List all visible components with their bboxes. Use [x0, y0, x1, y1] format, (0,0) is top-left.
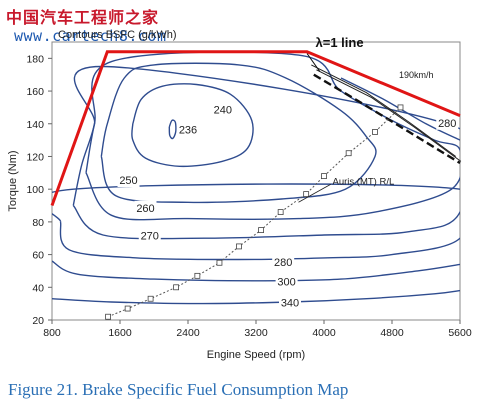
contour-label-bg-250 — [117, 173, 140, 187]
plot-frame — [51, 41, 461, 321]
contour-label-bg-300 — [275, 274, 298, 289]
figure-caption: Figure 21. Brake Specific Fuel Consumpti… — [8, 380, 349, 399]
x-tick-label-3200: 3200 — [244, 327, 268, 339]
road-load-point-3 — [173, 284, 180, 291]
y-axis-label: Torque (Nm) — [7, 150, 19, 211]
contour-label-bg-240 — [211, 102, 234, 117]
road-load-point-12 — [372, 129, 378, 135]
x-tick-label-5600: 5600 — [448, 327, 472, 339]
contour-label-280: 280 — [438, 118, 456, 130]
contour-270 — [72, 65, 460, 240]
y-tick-label-20: 20 — [32, 315, 44, 327]
x-tick-label-4000: 4000 — [312, 327, 336, 339]
contour-label-bg-236 — [177, 122, 199, 137]
speed-line-190-secondary — [316, 69, 462, 162]
contour-label-250: 250 — [119, 175, 137, 187]
x-tick-label-4800: 4800 — [380, 327, 404, 339]
x-axis-label: Engine Speed (rpm) — [207, 349, 305, 361]
chart-title: Contours BSFC (g/kWh) — [58, 29, 177, 41]
y-tick-label-80: 80 — [32, 217, 44, 229]
contour-label-bg-260 — [134, 200, 157, 215]
contour-label-bg-280 — [436, 115, 459, 130]
y-tick-label-160: 160 — [26, 86, 44, 98]
y-tick-label-120: 120 — [26, 151, 44, 163]
contour-label-340: 340 — [281, 298, 299, 310]
road-load-point-0 — [105, 313, 111, 320]
lambda-line — [313, 73, 461, 165]
road-load-point-4 — [194, 272, 201, 279]
road-load-label: Auris (MT) R/L — [333, 176, 395, 187]
contour-label-240: 240 — [214, 105, 232, 117]
road-load-line — [107, 107, 401, 318]
speed-line-label: 190km/h — [399, 70, 434, 80]
bsfc-chart: 236 240 250 260 270 280 300 340 280 190km/h λ=1 l… — [7, 29, 472, 361]
road-load-point-8 — [277, 209, 284, 215]
road-load-point-9 — [303, 191, 310, 197]
contour-250 — [100, 62, 377, 204]
x-tick-label-1600: 1600 — [108, 327, 132, 339]
y-tick-label-140: 140 — [26, 119, 44, 131]
contour-lines — [52, 51, 460, 305]
contour-label-bg-270 — [138, 228, 161, 243]
contour-label-bg-340 — [279, 295, 301, 310]
contour-label-300: 300 — [277, 276, 295, 288]
contour-300 — [52, 260, 460, 282]
watermark-site-name: 中国汽车工程师之家 — [6, 8, 160, 27]
y-tick-label-100: 100 — [26, 184, 44, 196]
contours-layer: 236 240 250 260 270 280 300 340 280 — [52, 51, 460, 310]
contour-label-bg-280 — [272, 254, 295, 269]
road-load-point-1 — [124, 305, 131, 312]
contour-label-260: 260 — [136, 203, 154, 215]
x-tick-label-800: 800 — [43, 327, 61, 339]
x-tick-label-2400: 2400 — [176, 327, 200, 339]
contour-label-270: 270 — [141, 231, 159, 243]
lambda-line-leader — [306, 53, 321, 72]
road-load-point-10 — [321, 173, 327, 179]
road-load-point-5 — [216, 259, 223, 266]
y-tick-label-180: 180 — [26, 53, 44, 65]
contour-240 — [131, 83, 254, 168]
watermark-site-url: www.cartech8.com — [14, 27, 167, 45]
max-torque-curve — [50, 50, 461, 207]
road-load-point-11 — [345, 150, 352, 157]
speed-line-190 — [311, 64, 457, 157]
road-load-point-2 — [147, 295, 154, 302]
contour-260 — [85, 51, 460, 221]
road-load-point-13 — [397, 104, 404, 111]
road-load-leader — [298, 183, 331, 203]
contour-236 — [168, 119, 177, 140]
contour-label-236: 236 — [179, 124, 197, 136]
contour-280 — [340, 77, 460, 141]
road-load-point-6 — [236, 243, 242, 250]
road-load-point-7 — [258, 227, 265, 233]
y-tick-label-40: 40 — [32, 282, 44, 294]
axes-layer: 800 1600 2400 3200 4000 4800 5600 20 40 60 80 100 12… — [26, 53, 471, 339]
overlay-layer: 190km/h λ=1 line Auris (MT) R/L — [50, 35, 462, 320]
contour-label-280: 280 — [274, 257, 292, 269]
contour-280 — [52, 183, 460, 261]
lambda-line-label: λ=1 line — [316, 35, 364, 50]
y-tick-label-60: 60 — [32, 250, 44, 262]
contour-340 — [52, 289, 460, 305]
